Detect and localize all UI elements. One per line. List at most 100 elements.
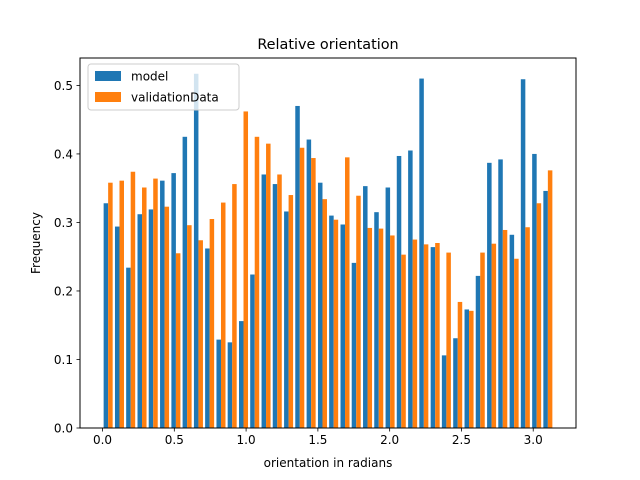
y-tick-label: 0.1 — [54, 353, 73, 367]
legend: model validationData — [87, 63, 240, 111]
bar-model-20 — [329, 215, 334, 428]
x-tick-label: 2.0 — [380, 433, 399, 447]
bar-model-29 — [430, 247, 436, 428]
x-tick-label: 3.0 — [524, 433, 543, 447]
x-tick-label: 1.0 — [237, 433, 256, 447]
bar-model-35 — [498, 159, 503, 428]
bar-model-17 — [295, 105, 300, 429]
bar-model-15 — [272, 184, 278, 428]
bar-model-31 — [453, 338, 458, 428]
legend-swatch-model — [95, 71, 121, 81]
bar-model-34 — [487, 162, 492, 428]
y-tick-label: 0.5 — [54, 79, 73, 93]
legend-swatch-validationData — [95, 92, 121, 102]
bar-model-25 — [385, 187, 391, 428]
bars-group — [103, 73, 553, 429]
x-tick-label: 0.5 — [165, 433, 184, 447]
bar-validationData-16 — [288, 195, 294, 428]
bar-validationData-30 — [446, 252, 451, 428]
bar-model-7 — [182, 136, 188, 429]
bar-validationData-24 — [378, 228, 384, 428]
legend-label-model: model — [131, 70, 168, 84]
bar-model-3 — [137, 214, 143, 428]
bar-validationData-38 — [536, 203, 542, 428]
bar-model-19 — [317, 182, 323, 428]
bar-model-18 — [306, 139, 312, 429]
legend-label-validationData: validationData — [131, 91, 219, 105]
bar-validationData-23 — [367, 227, 373, 428]
bar-validationData-35 — [502, 229, 508, 428]
y-axis-label: Frequency — [29, 212, 43, 274]
bar-model-16 — [284, 211, 289, 428]
bar-model-24 — [374, 212, 379, 428]
x-tick-label: 2.5 — [452, 433, 471, 447]
bar-model-4 — [148, 209, 154, 428]
bar-model-5 — [160, 180, 165, 428]
bar-validationData-11 — [232, 184, 237, 428]
y-tick-label: 0.3 — [54, 216, 73, 230]
bar-model-6 — [171, 173, 176, 428]
x-axis-ticks: 0.0 0.5 1.0 1.5 2.0 2.5 3.0 — [93, 428, 543, 447]
bar-validationData-7 — [187, 225, 192, 428]
bar-validationData-20 — [333, 219, 339, 428]
bar-model-9 — [205, 248, 210, 428]
x-axis-label: orientation in radians — [264, 456, 393, 470]
bar-validationData-27 — [412, 239, 418, 428]
y-tick-label: 0.0 — [54, 422, 73, 436]
bar-validationData-32 — [469, 310, 474, 428]
bar-validationData-33 — [480, 252, 485, 428]
bar-validationData-31 — [457, 301, 463, 428]
bar-model-39 — [543, 190, 548, 428]
bar-model-23 — [363, 186, 368, 428]
bar-validationData-21 — [345, 157, 350, 428]
bar-model-36 — [509, 234, 515, 428]
bar-model-27 — [408, 150, 413, 428]
bar-validationData-10 — [220, 202, 226, 428]
bar-model-12 — [239, 321, 244, 428]
y-tick-label: 0.4 — [54, 147, 73, 161]
y-tick-label: 0.2 — [54, 284, 73, 298]
bar-validationData-34 — [491, 243, 497, 428]
bar-model-13 — [250, 274, 255, 428]
bar-model-8 — [193, 73, 199, 428]
x-tick-label: 0.0 — [93, 433, 112, 447]
bar-model-21 — [340, 224, 346, 428]
bar-validationData-18 — [311, 158, 316, 429]
bar-model-11 — [227, 342, 233, 428]
bar-model-33 — [475, 275, 481, 428]
bar-validationData-4 — [153, 178, 158, 428]
bar-validationData-17 — [299, 147, 305, 428]
plot-area-frame — [79, 57, 577, 429]
legend-box — [87, 63, 240, 111]
bar-validationData-9 — [209, 219, 215, 428]
bar-validationData-26 — [401, 254, 406, 428]
bar-validationData-3 — [142, 187, 147, 428]
bar-model-32 — [464, 309, 470, 428]
bar-validationData-1 — [119, 180, 124, 428]
bar-validationData-6 — [175, 253, 181, 428]
bar-validationData-13 — [254, 136, 260, 429]
bar-validationData-2 — [130, 171, 136, 429]
bar-validationData-12 — [243, 111, 249, 428]
bar-validationData-8 — [198, 240, 203, 428]
bar-model-10 — [216, 339, 221, 428]
bar-model-37 — [520, 79, 526, 429]
bar-model-2 — [126, 267, 131, 428]
bar-validationData-25 — [390, 235, 395, 428]
bar-validationData-15 — [277, 174, 282, 428]
bar-validationData-14 — [266, 143, 271, 428]
bar-validationData-39 — [547, 170, 553, 428]
bar-validationData-5 — [164, 206, 170, 428]
bar-validationData-28 — [423, 244, 429, 428]
bar-model-38 — [532, 153, 537, 428]
bar-validationData-19 — [322, 199, 327, 428]
bar-model-30 — [441, 355, 447, 428]
y-axis-ticks: 0.0 0.1 0.2 0.3 0.4 0.5 — [54, 79, 80, 436]
bar-validationData-36 — [514, 258, 519, 428]
bar-model-28 — [419, 78, 424, 428]
chart-title: Relative orientation — [257, 37, 398, 53]
bar-model-1 — [114, 226, 120, 428]
bar-model-14 — [261, 174, 267, 428]
bar-validationData-22 — [356, 195, 361, 428]
